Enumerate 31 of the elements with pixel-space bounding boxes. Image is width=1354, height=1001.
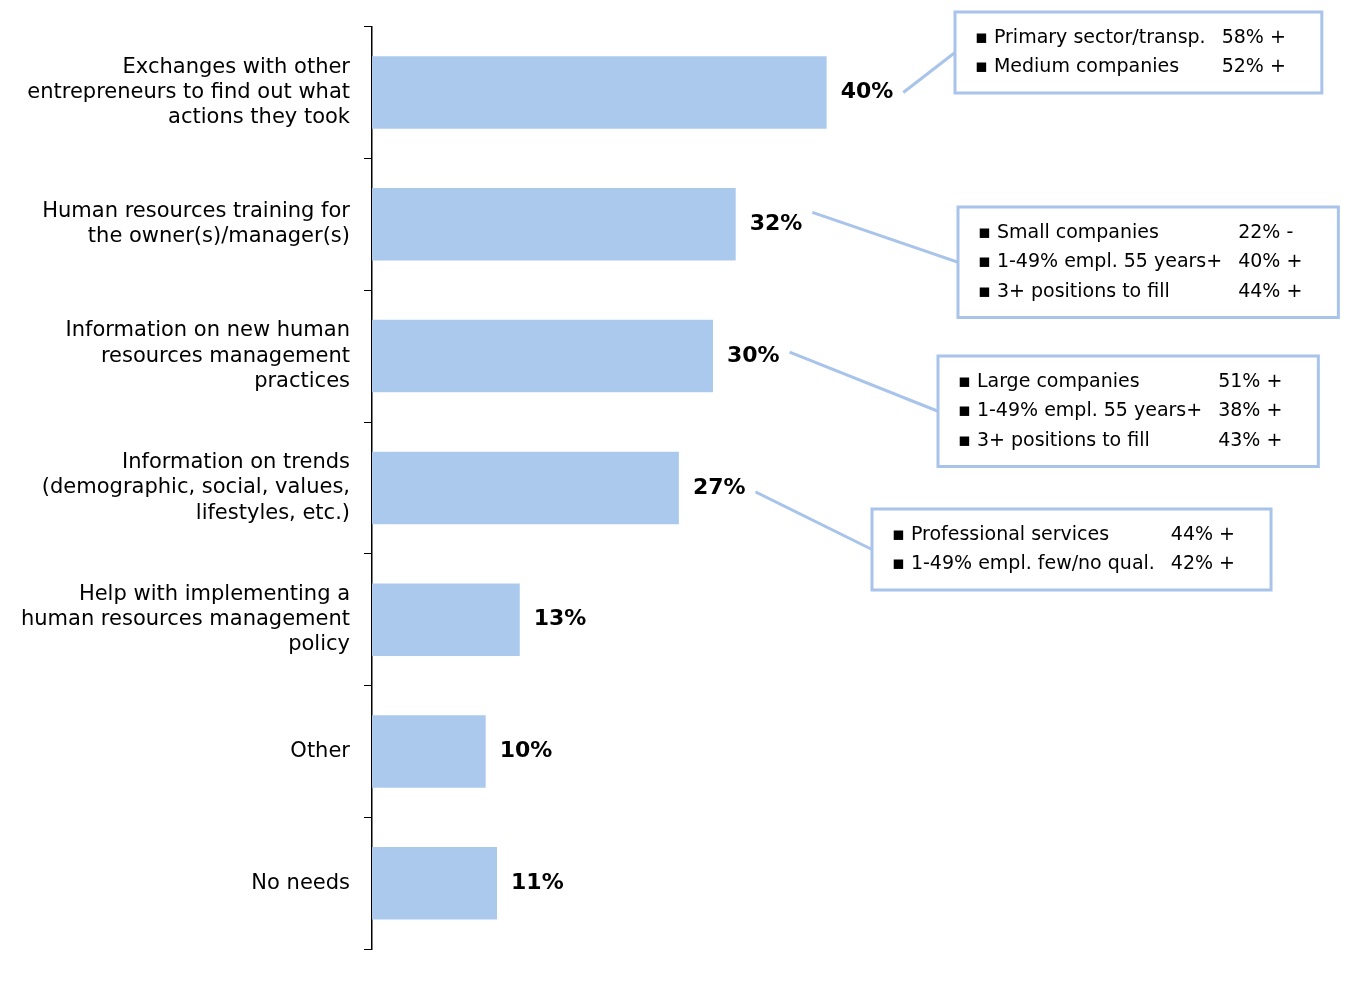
text: ▪ Professional services 44% + bbox=[892, 521, 1236, 544]
data-label: 11% bbox=[511, 869, 564, 895]
text: ▪ 1-49% empl. 55 years+ 40% + bbox=[978, 249, 1303, 272]
y-tick-label: No needs bbox=[251, 869, 350, 894]
data-label: 40% bbox=[840, 78, 894, 104]
data-label: 10% bbox=[499, 737, 553, 763]
bar bbox=[372, 451, 679, 525]
text: ▪ Primary sector/transp. 58% + bbox=[975, 24, 1286, 47]
data-label: 27% bbox=[692, 473, 746, 499]
text: ▪ 3+ positions to fill 44% + bbox=[978, 278, 1303, 301]
text: ▪ Small companies 22% - bbox=[978, 219, 1294, 242]
text: ▪ Large companies 51% + bbox=[958, 368, 1283, 391]
y-tick-label: Other bbox=[290, 737, 351, 762]
data-label: 13% bbox=[533, 605, 587, 631]
text: ▪ 1-49% empl. 55 years+ 38% + bbox=[958, 398, 1283, 421]
bar bbox=[372, 847, 498, 920]
text: ▪ Medium companies 52% + bbox=[975, 54, 1286, 77]
text: ▪ 3+ positions to fill 43% + bbox=[958, 427, 1283, 450]
data-label: 32% bbox=[749, 210, 803, 236]
bar bbox=[372, 715, 486, 788]
bar bbox=[372, 583, 520, 656]
y-tick-label: Information on new human resources management practices bbox=[65, 317, 350, 392]
y-tick-label: Help with implementing a human resources management policy bbox=[20, 580, 350, 656]
bar bbox=[372, 319, 713, 393]
bar bbox=[372, 56, 827, 129]
bar bbox=[372, 188, 736, 261]
y-tick-label: Information on trends (demographic, social, values, lifestyles, etc.) bbox=[41, 449, 350, 524]
y-tick-label: Human resources training for the owner(s)/manager(s) bbox=[42, 198, 351, 248]
y-tick-label: Exchanges with other entrepreneurs to find out what actions they took bbox=[27, 53, 351, 129]
text: ▪ 1-49% empl. few/no qual. 42% + bbox=[892, 551, 1236, 574]
data-label: 30% bbox=[726, 341, 780, 367]
